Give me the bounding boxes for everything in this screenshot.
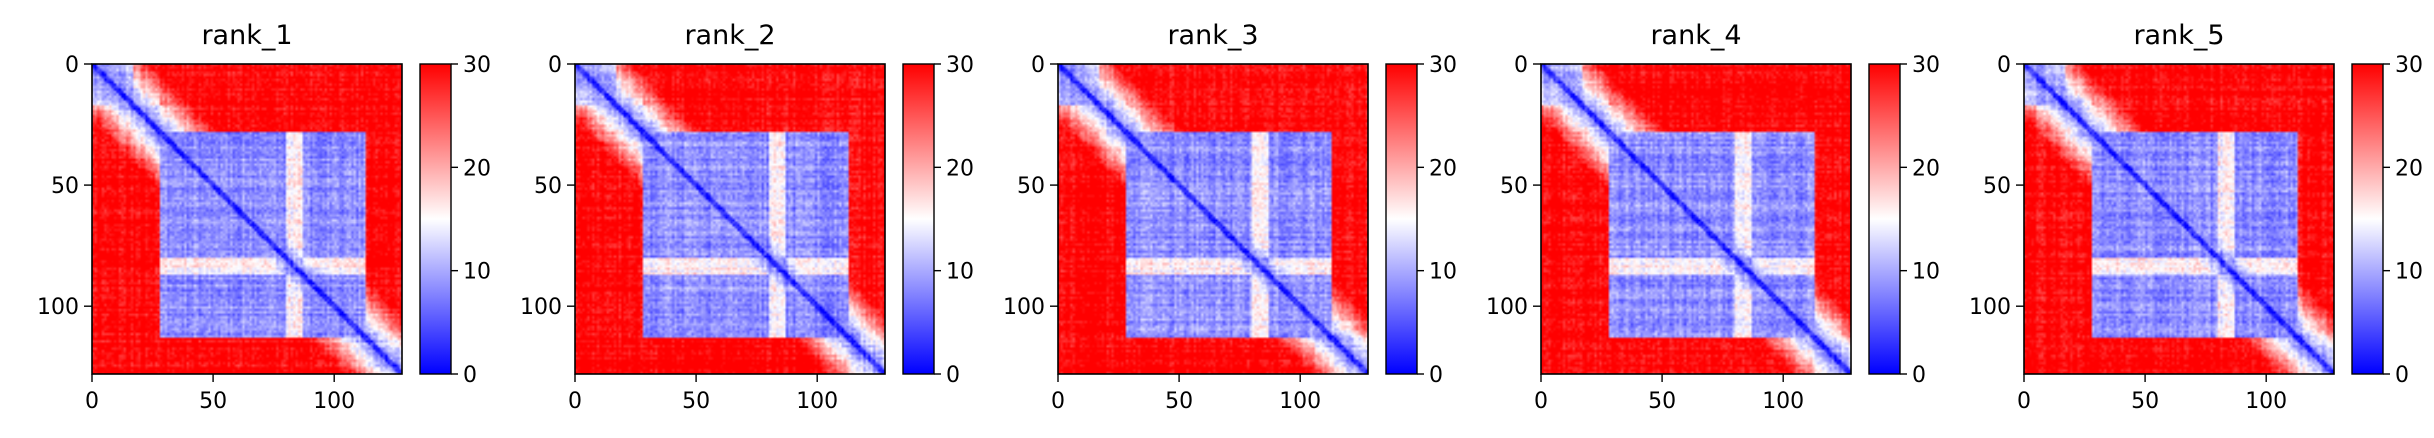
x-tick-label: 100 [313,389,355,414]
y-tick-label: 50 [1017,174,1045,199]
colorbar-tick-label: 10 [463,260,491,285]
y-tick-label: 100 [1969,295,2011,320]
colorbar-tick-label: 0 [463,363,477,388]
y-tick-label: 100 [37,295,79,320]
x-tick-label: 100 [2245,389,2287,414]
y-tick-label: 0 [1031,53,1045,78]
colorbar-tick-label: 0 [946,363,960,388]
colorbar-tick-label: 20 [946,156,974,181]
heatmap-image [92,64,402,374]
x-tick-label: 0 [1051,389,1065,414]
y-tick-label: 0 [1514,53,1528,78]
x-tick-label: 50 [1648,389,1676,414]
colorbar-tick-label: 20 [2395,156,2423,181]
chart-title: rank_1 [201,20,292,51]
x-tick-label: 50 [199,389,227,414]
chart-panel: rank_1 0 50 100 0 50 100 0 10 20 30 [37,20,491,414]
colorbar-tick-label: 10 [1912,260,1940,285]
y-tick-label: 100 [1486,295,1528,320]
plot-frame [1540,63,1852,375]
x-tick-label: 0 [1534,389,1548,414]
heatmap-image [1058,64,1368,374]
y-tick-label: 50 [51,174,79,199]
x-tick-label: 100 [796,389,838,414]
x-tick-label: 0 [85,389,99,414]
chart-title: rank_2 [684,20,775,51]
colorbar [902,63,935,375]
colorbar-tick-label: 10 [1429,260,1457,285]
colorbar-tick-label: 10 [2395,260,2423,285]
colorbar-tick-label: 30 [1912,53,1940,78]
colorbar-tick-label: 30 [946,53,974,78]
y-tick-label: 100 [1003,295,1045,320]
y-tick-label: 100 [520,295,562,320]
chart-panel: rank_3 0 50 100 0 50 100 0 10 20 30 [1003,20,1457,414]
plot-frame [1057,63,1369,375]
colorbar-tick-label: 30 [2395,53,2423,78]
chart-panel: rank_2 0 50 100 0 50 100 0 10 20 30 [520,20,974,414]
colorbar-tick-label: 30 [1429,53,1457,78]
heatmap-image [2024,64,2334,374]
colorbar [419,63,452,375]
chart-title: rank_4 [1650,20,1741,51]
colorbar-tick-label: 20 [1912,156,1940,181]
plot-frame [91,63,403,375]
plot-frame [2023,63,2335,375]
x-tick-label: 0 [568,389,582,414]
colorbar-tick-label: 0 [2395,363,2409,388]
heatmap-image [575,64,885,374]
colorbar [1385,63,1418,375]
y-tick-label: 0 [1997,53,2011,78]
y-tick-label: 50 [1500,174,1528,199]
colorbar [2351,63,2384,375]
x-tick-label: 50 [1165,389,1193,414]
y-tick-label: 0 [65,53,79,78]
y-tick-label: 50 [534,174,562,199]
colorbar-tick-label: 20 [1429,156,1457,181]
heatmap-image [1541,64,1851,374]
chart-panel: rank_4 0 50 100 0 50 100 0 10 20 30 [1486,20,1940,414]
colorbar-tick-label: 30 [463,53,491,78]
colorbar-tick-label: 0 [1912,363,1926,388]
chart-panel: rank_5 0 50 100 0 50 100 0 10 20 30 [1969,20,2423,414]
x-tick-label: 50 [682,389,710,414]
y-tick-label: 50 [1983,174,2011,199]
x-tick-label: 100 [1762,389,1804,414]
colorbar [1868,63,1901,375]
x-tick-label: 100 [1279,389,1321,414]
colorbar-tick-label: 0 [1429,363,1443,388]
chart-title: rank_5 [2133,20,2224,51]
x-tick-label: 50 [2131,389,2159,414]
colorbar-tick-label: 20 [463,156,491,181]
plot-frame [574,63,886,375]
y-tick-label: 0 [548,53,562,78]
x-tick-label: 0 [2017,389,2031,414]
colorbar-tick-label: 10 [946,260,974,285]
chart-title: rank_3 [1167,20,1258,51]
